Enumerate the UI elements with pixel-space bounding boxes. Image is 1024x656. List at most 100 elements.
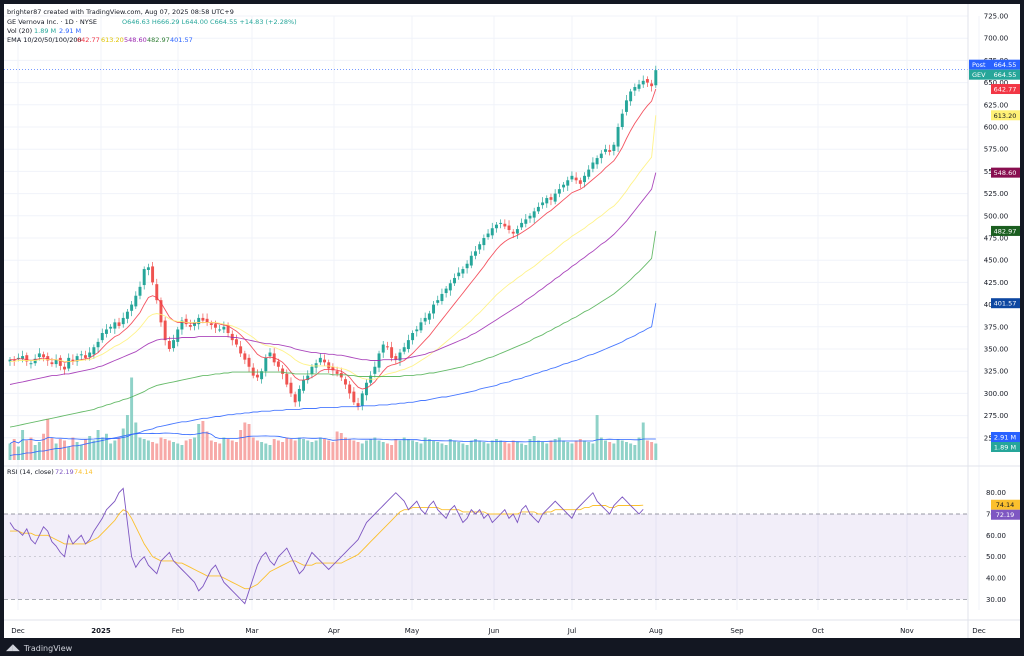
candle-body xyxy=(297,388,301,402)
brand-name: TradingView xyxy=(23,643,73,653)
volume-bar xyxy=(205,431,209,460)
ohlc-values: O646.63 H666.29 L644.00 C664.55 +14.83 (… xyxy=(122,18,297,26)
candle-body xyxy=(222,326,226,330)
candle-body xyxy=(423,317,427,322)
candle-body xyxy=(172,340,176,349)
candle-body xyxy=(536,206,540,212)
volume-bar xyxy=(159,437,163,460)
price-tick-label: 525.00 xyxy=(984,190,1009,198)
rsi-value: 72.19 xyxy=(55,468,74,476)
tradingview-logo-icon[interactable]: ◢◣ xyxy=(6,643,20,653)
candle-body xyxy=(218,329,222,331)
volume-bar xyxy=(163,439,167,460)
candle-body xyxy=(444,288,448,294)
candle-body xyxy=(205,318,209,323)
volume-bar xyxy=(360,443,364,460)
candle-body xyxy=(193,322,196,326)
volume-bar xyxy=(113,440,117,460)
volume-bar xyxy=(21,430,25,460)
volume-bar xyxy=(557,437,561,460)
price-tick-label: 350.00 xyxy=(984,346,1009,354)
volume-bar xyxy=(348,439,352,460)
volume-bar xyxy=(566,442,570,460)
price-label-value: 613.20 xyxy=(994,112,1017,120)
volume-bar xyxy=(75,442,79,460)
rsi-line xyxy=(9,487,644,605)
candle-body xyxy=(54,359,58,365)
vol-label[interactable]: Vol (20) xyxy=(7,27,32,35)
candle-body xyxy=(591,162,595,169)
volume-bar xyxy=(444,445,448,460)
candle-body xyxy=(88,352,92,357)
volume-bar xyxy=(377,440,381,460)
candle-body xyxy=(335,371,339,374)
candle-body xyxy=(260,371,264,380)
symbol-line[interactable]: GE Vernova Inc. · 1D · NYSE xyxy=(7,18,97,26)
volume-bar xyxy=(84,439,87,460)
candle-body xyxy=(457,272,461,277)
volume-bar xyxy=(352,440,356,460)
chart-svg[interactable]: 30.0040.0050.0060.0070.0080.0074.1472.19… xyxy=(4,4,1020,638)
volume-bar xyxy=(172,442,176,460)
rsi-label[interactable]: RSI (14, close) xyxy=(7,468,54,476)
volume-bar xyxy=(507,443,511,460)
candle-body xyxy=(398,352,402,361)
volume-bar xyxy=(587,442,591,460)
candle-body xyxy=(578,180,582,184)
rsi-current-value: 74.14 xyxy=(996,501,1015,509)
chart-area[interactable]: 30.0040.0050.0060.0070.0080.0074.1472.19… xyxy=(4,4,1020,638)
volume-bar xyxy=(151,442,155,460)
volume-bar xyxy=(239,430,243,460)
candle-body xyxy=(633,87,637,91)
candle-body xyxy=(620,113,624,127)
candle-body xyxy=(570,175,574,180)
volume-bar xyxy=(453,440,456,460)
candle-body xyxy=(42,354,46,357)
candle-body xyxy=(654,70,658,86)
volume-bar xyxy=(654,443,658,460)
volume-bar xyxy=(599,437,603,460)
candle-body xyxy=(268,352,272,357)
volume-bar xyxy=(71,437,75,460)
candle-body xyxy=(46,356,50,361)
volume-bar xyxy=(490,440,494,460)
volume-bar xyxy=(247,424,251,460)
candle-body xyxy=(574,177,578,181)
ema-label[interactable]: EMA 10/20/50/100/200 xyxy=(7,36,82,44)
volume-bar xyxy=(33,445,37,460)
candle-body xyxy=(629,91,633,102)
volume-bar xyxy=(339,433,343,460)
volume-bar xyxy=(390,445,394,460)
volume-bar xyxy=(251,437,255,460)
rsi-tick-label: 50.00 xyxy=(986,553,1006,561)
volume-bar xyxy=(188,439,192,460)
candle-body xyxy=(209,323,213,326)
volume-bar xyxy=(553,439,557,460)
candle-body xyxy=(33,358,37,364)
candle-body xyxy=(50,362,54,365)
price-label-value: 401.57 xyxy=(994,300,1017,308)
volume-bar xyxy=(8,443,12,460)
volume-bar xyxy=(155,443,159,460)
price-tick-label: 725.00 xyxy=(984,13,1009,21)
volume-bar xyxy=(134,422,138,460)
volume-bar xyxy=(457,442,461,460)
candle-body xyxy=(247,357,251,367)
volume-bar xyxy=(415,442,419,460)
candle-body xyxy=(524,219,528,224)
candle-body xyxy=(151,266,155,283)
candle-body xyxy=(604,149,607,152)
ema-value-50: 548.60 xyxy=(124,36,147,44)
volume-bar xyxy=(310,442,314,460)
volume-bars xyxy=(8,377,658,460)
ema-value-20: 613.20 xyxy=(101,36,124,44)
candle-body xyxy=(226,325,230,334)
volume-bar xyxy=(193,437,196,460)
candle-body xyxy=(163,320,167,341)
price-tick-label: 700.00 xyxy=(984,35,1009,43)
volume-bar xyxy=(650,442,654,460)
volume-bar xyxy=(591,443,595,460)
candle-body xyxy=(419,322,423,331)
volume-bar xyxy=(88,436,92,460)
